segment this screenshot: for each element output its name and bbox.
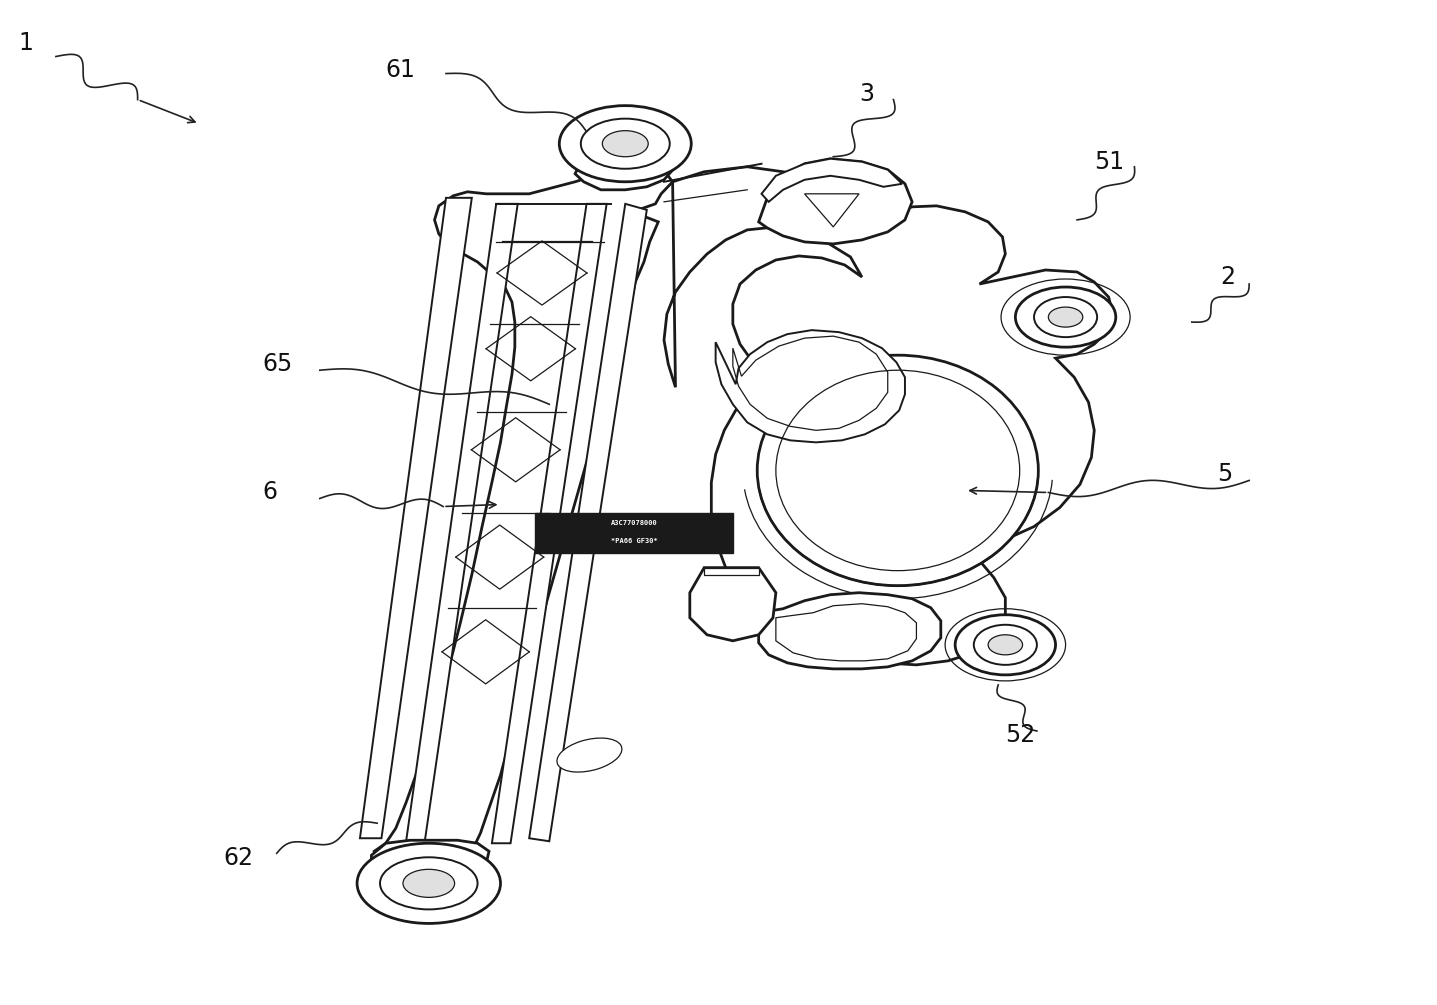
Text: 3: 3 — [859, 81, 874, 106]
Polygon shape — [535, 513, 733, 553]
Ellipse shape — [379, 857, 477, 910]
Polygon shape — [359, 198, 471, 838]
Ellipse shape — [1016, 287, 1115, 347]
Polygon shape — [762, 159, 902, 202]
Text: 5: 5 — [1217, 462, 1233, 486]
Text: A3C77078000: A3C77078000 — [611, 520, 657, 526]
Polygon shape — [759, 159, 912, 244]
Text: 2: 2 — [1220, 265, 1236, 289]
Ellipse shape — [602, 131, 648, 157]
Polygon shape — [704, 568, 759, 575]
Text: 1: 1 — [19, 31, 33, 55]
Ellipse shape — [1035, 297, 1096, 337]
Polygon shape — [371, 840, 489, 877]
Text: 65: 65 — [263, 352, 293, 376]
Polygon shape — [529, 204, 647, 841]
Polygon shape — [491, 204, 606, 843]
Polygon shape — [759, 593, 941, 669]
Text: *PA66 GF30*: *PA66 GF30* — [611, 538, 657, 544]
Ellipse shape — [356, 843, 500, 924]
Polygon shape — [664, 167, 1112, 665]
Ellipse shape — [956, 615, 1056, 675]
Text: 6: 6 — [263, 480, 277, 505]
Text: 62: 62 — [224, 846, 254, 870]
Polygon shape — [374, 164, 673, 871]
Text: 61: 61 — [385, 57, 415, 81]
Ellipse shape — [558, 738, 622, 772]
Polygon shape — [690, 568, 776, 641]
Polygon shape — [575, 148, 675, 190]
Ellipse shape — [1049, 308, 1083, 327]
Text: 51: 51 — [1094, 150, 1124, 174]
Ellipse shape — [757, 355, 1039, 586]
Polygon shape — [405, 204, 517, 843]
Polygon shape — [716, 330, 905, 442]
Ellipse shape — [974, 625, 1038, 665]
Ellipse shape — [581, 119, 670, 169]
Text: 52: 52 — [1006, 723, 1036, 747]
Ellipse shape — [989, 635, 1023, 655]
Ellipse shape — [402, 869, 454, 897]
Ellipse shape — [559, 106, 691, 182]
